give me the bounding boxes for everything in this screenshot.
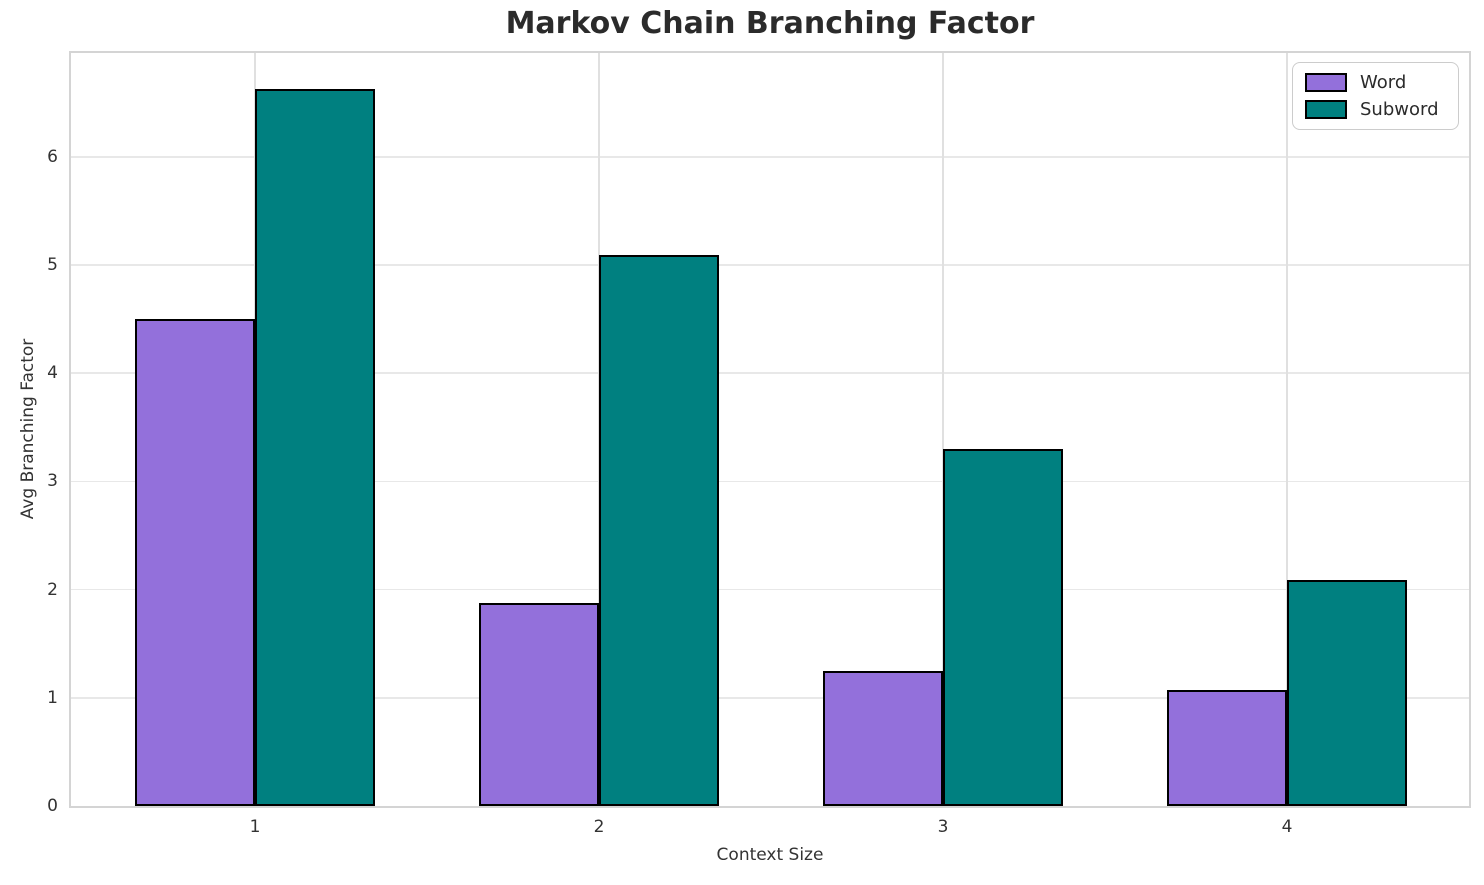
y-tick-label-6: 6	[47, 146, 58, 167]
bar-subword-3	[943, 448, 1063, 806]
bar-subword-4	[1287, 579, 1407, 806]
chart-title: Markov Chain Branching Factor	[505, 6, 1035, 41]
y-tick-label-5: 5	[47, 255, 58, 276]
gridline-y-1	[71, 697, 1469, 699]
gridline-y-2	[71, 588, 1469, 591]
y-tick-label-3: 3	[47, 471, 58, 492]
legend-swatch-subword	[1305, 100, 1347, 119]
y-tick-label-1: 1	[47, 687, 58, 708]
legend-item-word: Word	[1305, 72, 1446, 93]
gridline-x-3	[942, 53, 944, 806]
legend-item-subword: Subword	[1305, 99, 1446, 120]
x-tick-label-2: 2	[593, 817, 605, 837]
bar-word-1	[135, 319, 255, 806]
bar-subword-2	[599, 255, 719, 806]
legend: Word Subword	[1292, 62, 1459, 130]
bar-word-2	[479, 602, 599, 806]
gridline-y-4	[71, 372, 1469, 375]
y-tick-label-0: 0	[47, 796, 58, 816]
legend-swatch-word	[1305, 73, 1347, 92]
gridline-x-4	[1286, 53, 1288, 806]
bar-subword-1	[255, 88, 375, 806]
y-tick-label-2: 2	[47, 579, 58, 600]
gridline-y-5	[71, 264, 1469, 266]
x-tick-label-4: 4	[1281, 817, 1293, 837]
x-tick-label-3: 3	[937, 817, 949, 837]
plot-area	[69, 51, 1471, 808]
bar-word-3	[823, 670, 943, 806]
x-axis-label: Context Size	[716, 845, 824, 865]
gridline-y-6	[71, 156, 1469, 158]
legend-label: Subword	[1360, 99, 1439, 120]
x-tick-label-1: 1	[249, 817, 261, 837]
y-tick-label-4: 4	[47, 363, 58, 384]
legend-label: Word	[1360, 72, 1407, 93]
gridline-x-2	[598, 53, 600, 806]
bar-word-4	[1167, 690, 1287, 806]
gridline-y-3	[71, 480, 1469, 483]
